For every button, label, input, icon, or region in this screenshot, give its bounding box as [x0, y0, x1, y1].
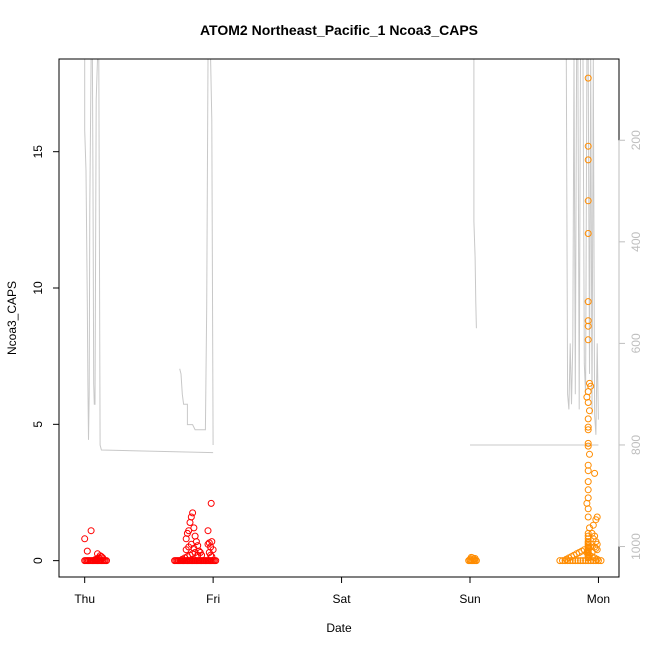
- data-point-orange-19: [574, 557, 582, 565]
- x-tick-label-1: Fri: [206, 592, 220, 606]
- data-point-orange-50: [584, 336, 592, 344]
- data-point-orange-44: [584, 156, 592, 164]
- data-point-red-28: [99, 554, 107, 562]
- data-point-red-81: [192, 538, 200, 546]
- data-point-orange-41: [593, 555, 601, 563]
- data-point-red-94: [204, 540, 212, 548]
- data-point-orange-72: [584, 529, 592, 537]
- depth-lines: [84, 58, 599, 454]
- data-point-red-78: [189, 509, 197, 517]
- data-point-orange-45: [584, 197, 592, 205]
- data-point-orange-61: [584, 442, 592, 450]
- plot-frame: [58, 58, 620, 578]
- data-point-red-89: [209, 546, 217, 554]
- data-point-red-79: [190, 524, 198, 532]
- y-axis: 0 5 10 15: [31, 145, 60, 564]
- data-point-orange-62: [586, 450, 593, 458]
- data-point-orange-42: [584, 74, 592, 82]
- data-point-red-24: [87, 527, 95, 535]
- data-point-red-22: [81, 535, 89, 543]
- data-point-orange-94: [593, 513, 601, 521]
- depth-line-0: [84, 58, 214, 454]
- data-point-red-95: [207, 499, 215, 507]
- x-tick-label-2: Sat: [333, 592, 352, 606]
- data-point-orange-28: [597, 557, 605, 565]
- data-point-red-93: [208, 553, 216, 561]
- data-point-orange-57: [584, 415, 592, 423]
- y2-tick-label-3: 800: [629, 435, 643, 455]
- data-point-red-27: [97, 553, 105, 561]
- y-tick-label-3: 15: [31, 145, 45, 159]
- data-point-orange-93: [589, 521, 597, 529]
- data-point-red-61: [212, 557, 220, 565]
- data-point-orange-49: [584, 322, 592, 330]
- data-point-orange-65: [584, 478, 592, 486]
- data-point-red-91: [205, 539, 213, 547]
- data-point-orange-13: [559, 557, 566, 565]
- data-point-orange-89: [584, 549, 592, 556]
- data-point-red-85: [198, 551, 206, 559]
- y-tick-label-1: 5: [31, 421, 45, 428]
- x-tick-label-0: Thu: [74, 592, 95, 606]
- data-point-orange-47: [584, 298, 592, 306]
- data-point-red-90: [204, 527, 212, 535]
- data-point-orange-101: [593, 546, 601, 554]
- data-point-orange-56: [586, 407, 593, 415]
- data-point-orange-55: [584, 399, 592, 406]
- y2-tick-label-1: 400: [629, 231, 643, 251]
- data-point-orange-87: [584, 535, 592, 543]
- data-point-red-23: [83, 547, 91, 555]
- x-tick-label-3: Sun: [459, 592, 480, 606]
- data-point-orange-60: [584, 439, 592, 447]
- x-axis: Thu Fri Sat Sun Mon: [74, 576, 610, 606]
- data-point-orange-104: [592, 544, 600, 552]
- data-point-orange-11: [470, 555, 478, 563]
- data-point-orange-43: [584, 142, 592, 150]
- data-point-red-92: [207, 551, 215, 559]
- y2-tick-label-2: 600: [629, 333, 643, 353]
- data-point-red-77: [187, 513, 195, 521]
- data-points: [81, 74, 605, 565]
- depth-line-3: [473, 59, 477, 329]
- y2-axis: 200 400 600 800 1000: [618, 130, 643, 560]
- y-tick-label-0: 0: [31, 557, 45, 564]
- x-axis-label: Date: [326, 621, 352, 635]
- data-point-orange-91: [584, 554, 592, 562]
- chart-title: ATOM2 Northeast_Pacific_1 Ncoa3_CAPS: [200, 22, 478, 38]
- depth-line-4: [565, 58, 599, 435]
- data-point-orange-69: [584, 505, 592, 513]
- data-point-orange-20: [577, 557, 584, 565]
- y-axis-label: Ncoa3_CAPS: [5, 281, 19, 355]
- depth-line-1: [179, 58, 214, 446]
- y2-tick-label-0: 200: [629, 130, 643, 150]
- x-tick-label-4: Mon: [587, 592, 610, 606]
- data-point-orange-59: [584, 426, 592, 434]
- data-point-orange-64: [584, 467, 592, 475]
- data-point-orange-66: [584, 486, 592, 494]
- data-point-orange-58: [584, 423, 592, 431]
- data-point-red-75: [185, 527, 193, 535]
- y-tick-label-2: 10: [31, 281, 45, 295]
- data-point-orange-12: [556, 557, 564, 565]
- data-point-orange-103: [591, 469, 599, 477]
- data-point-orange-70: [584, 513, 592, 521]
- data-point-orange-46: [584, 230, 592, 237]
- data-point-orange-102: [588, 549, 596, 556]
- y2-tick-label-4: 1000: [629, 533, 643, 560]
